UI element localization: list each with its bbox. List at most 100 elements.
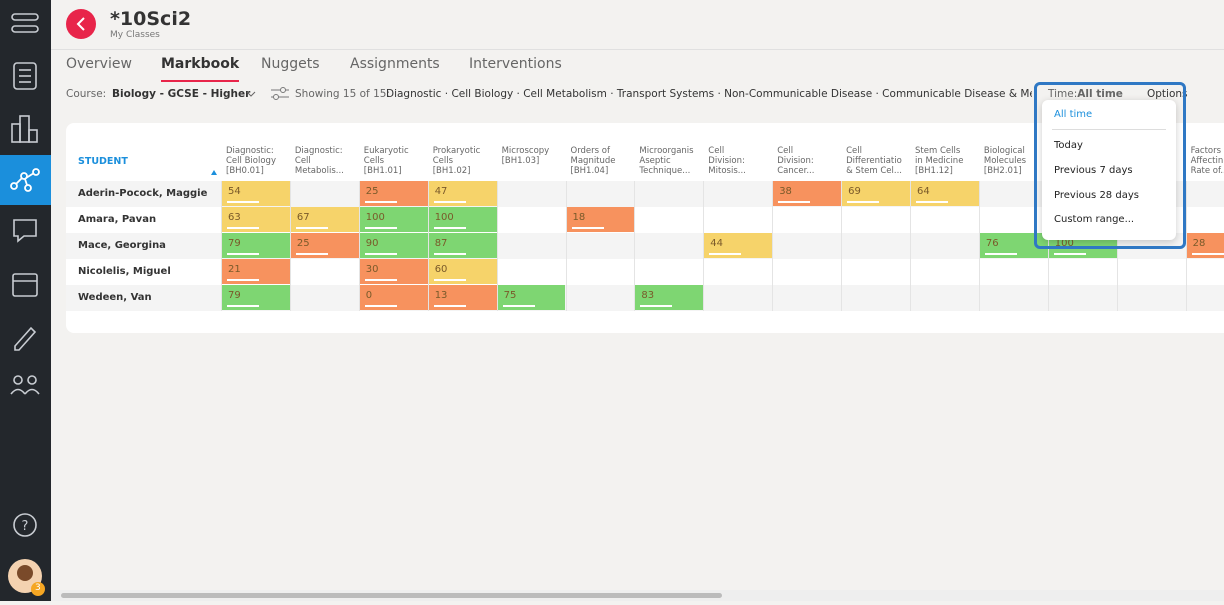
- student-name[interactable]: Wedeen, Van: [78, 292, 152, 303]
- dropdown-item[interactable]: All time: [1054, 109, 1093, 120]
- column-header[interactable]: Factors: [1190, 146, 1222, 156]
- filter-icon[interactable]: [270, 86, 290, 102]
- tab[interactable]: Assignments: [350, 56, 440, 72]
- column-header[interactable]: Diagnostic:: [294, 146, 343, 156]
- score-cell[interactable]: 60: [428, 259, 497, 284]
- column-header[interactable]: Differentiatio: [846, 156, 902, 166]
- column-header[interactable]: Technique...: [639, 166, 691, 176]
- column-header[interactable]: Prokaryotic: [432, 146, 481, 156]
- column-header[interactable]: in Medicine: [915, 156, 964, 166]
- score-cell[interactable]: 44: [704, 233, 773, 258]
- back-button[interactable]: [66, 9, 98, 41]
- sidebar: ? 3: [0, 0, 51, 601]
- tab[interactable]: Overview: [66, 56, 132, 72]
- column-header[interactable]: Mitosis...: [708, 166, 746, 176]
- student-name[interactable]: Amara, Pavan: [78, 214, 157, 225]
- score-cell[interactable]: 79: [222, 233, 290, 258]
- score-cell[interactable]: 69: [842, 181, 910, 206]
- column-header[interactable]: [BH1.01]: [363, 166, 402, 176]
- column-header[interactable]: Cancer...: [777, 166, 815, 176]
- column-header[interactable]: Aseptic: [639, 156, 671, 166]
- tab[interactable]: Nuggets: [261, 56, 320, 72]
- score-underline: [295, 253, 328, 255]
- column-header[interactable]: Cell Biology: [226, 156, 276, 166]
- column-header[interactable]: [BH1.02]: [432, 166, 471, 176]
- score-cell[interactable]: 90: [359, 233, 428, 258]
- score-cell[interactable]: 30: [359, 259, 428, 284]
- column-header[interactable]: Cell: [708, 146, 725, 156]
- score-cell[interactable]: 64: [911, 181, 979, 206]
- options-button[interactable]: Options: [1147, 88, 1188, 100]
- column-header[interactable]: Division:: [777, 156, 814, 166]
- score-underline: [571, 227, 604, 229]
- column-header[interactable]: Eukaryotic: [363, 146, 409, 156]
- column-header[interactable]: Division:: [708, 156, 745, 166]
- column-header[interactable]: Cell: [846, 146, 862, 156]
- column-header[interactable]: Cells: [432, 156, 454, 166]
- score-cell[interactable]: 28: [1186, 233, 1224, 258]
- student-header[interactable]: STUDENT: [78, 156, 128, 167]
- column-header[interactable]: Molecules: [983, 156, 1027, 166]
- score-cell[interactable]: 87: [428, 233, 497, 258]
- score-cell[interactable]: 100: [428, 207, 497, 232]
- column-header[interactable]: Orders of: [570, 146, 610, 156]
- scrollbar-thumb[interactable]: [61, 593, 722, 598]
- score-cell[interactable]: 75: [497, 285, 566, 310]
- column-divider: [358, 181, 360, 311]
- time-label[interactable]: Time:All time: [1048, 88, 1123, 100]
- column-header[interactable]: Cells: [363, 156, 385, 166]
- column-header[interactable]: Cell: [777, 146, 794, 156]
- column-header[interactable]: Stem Cells: [915, 146, 961, 156]
- column-header[interactable]: [BH1.04]: [570, 166, 609, 176]
- column-header[interactable]: Metabolis...: [294, 166, 344, 176]
- score-cell[interactable]: 63: [222, 207, 290, 232]
- column-header[interactable]: [BH1.12]: [915, 166, 953, 176]
- score-cell[interactable]: 67: [290, 207, 359, 232]
- column-header[interactable]: Affectin: [1190, 156, 1224, 166]
- tab[interactable]: Markbook: [161, 56, 240, 82]
- score-cell[interactable]: 54: [222, 181, 290, 206]
- dropdown-item[interactable]: Previous 7 days: [1054, 165, 1133, 176]
- column-header[interactable]: Biological: [983, 146, 1025, 156]
- score-cell[interactable]: 79: [222, 285, 290, 310]
- score: 60: [434, 264, 448, 275]
- score-cell[interactable]: 21: [222, 259, 290, 284]
- score-cell[interactable]: 25: [359, 181, 428, 206]
- score-cell[interactable]: 25: [290, 233, 359, 258]
- score-underline: [433, 253, 466, 255]
- column-header[interactable]: Diagnostic:: [226, 146, 274, 156]
- column-header[interactable]: [BH0.01]: [226, 166, 264, 176]
- score: 38: [779, 186, 792, 197]
- column-header[interactable]: & Stem Cel...: [846, 166, 902, 176]
- column-header[interactable]: [BH2.01]: [983, 166, 1022, 176]
- score-cell[interactable]: 83: [635, 285, 704, 310]
- dropdown-item[interactable]: Previous 28 days: [1054, 190, 1139, 201]
- score: 25: [296, 238, 310, 249]
- student-name[interactable]: Nicolelis, Miguel: [78, 266, 171, 277]
- score-cell[interactable]: 47: [428, 181, 497, 206]
- score-cell[interactable]: 18: [566, 207, 635, 232]
- sort-arrow: [211, 170, 217, 175]
- score-cell[interactable]: 100: [359, 207, 428, 232]
- column-header[interactable]: [BH1.03]: [501, 156, 540, 166]
- column-header[interactable]: Rate of...: [1190, 166, 1224, 176]
- tab[interactable]: Interventions: [469, 56, 562, 72]
- course-select[interactable]: Biology - GCSE - Higher: [112, 88, 251, 100]
- score-cell[interactable]: 0: [359, 285, 428, 310]
- column-header[interactable]: Cell: [294, 156, 311, 166]
- dropdown-item[interactable]: Today: [1054, 140, 1083, 151]
- column-header[interactable]: Microorganis: [639, 146, 694, 156]
- student-name[interactable]: Mace, Georgina: [78, 240, 166, 251]
- score-underline: [364, 305, 397, 307]
- score-cell[interactable]: 38: [773, 181, 842, 206]
- column-header[interactable]: Magnitude: [570, 156, 616, 166]
- score-underline: [433, 279, 466, 281]
- score-cell[interactable]: 13: [428, 285, 497, 310]
- dropdown-item[interactable]: Custom range...: [1054, 214, 1135, 225]
- student-name[interactable]: Aderin-Pocock, Maggie: [78, 188, 208, 199]
- column-header[interactable]: Microscopy: [501, 146, 550, 156]
- sidebar-icons: ?: [0, 13, 51, 596]
- dropdown-divider: [1052, 129, 1166, 130]
- score-underline: [227, 227, 259, 229]
- column-divider: [289, 181, 291, 311]
